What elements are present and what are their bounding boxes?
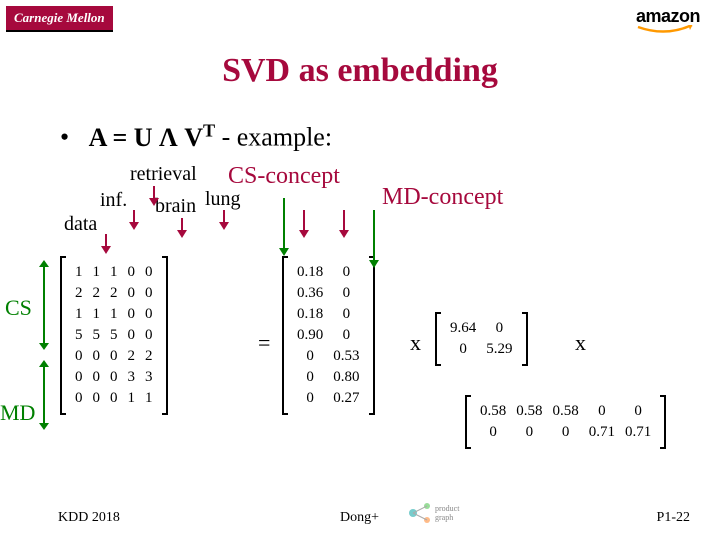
matrix-vt-table: 0.580.580.58000000.710.71 (475, 401, 656, 443)
label-inf: inf. (100, 189, 127, 212)
footer-authors: Dong+ (340, 510, 379, 526)
cmu-logo-text: Carnegie Mellon (14, 10, 105, 25)
eq-suffix: - example: (215, 123, 332, 152)
matrix-s-table: 9.64005.29 (445, 318, 518, 360)
matrix-s: 9.64005.29 (435, 312, 528, 366)
matrix-vt: 0.580.580.58000000.710.71 (465, 395, 666, 449)
footer-conf: KDD 2018 (58, 510, 120, 526)
op-equals: = (258, 330, 270, 356)
svg-text:product: product (435, 504, 460, 513)
eq-lambda: Λ (159, 123, 178, 152)
product-graph-icon: product graph (405, 498, 475, 528)
label-data: data (64, 213, 97, 236)
eq-sup: T (203, 120, 215, 140)
footer-page: P1-22 (657, 510, 690, 526)
op-times-1: x (410, 330, 421, 356)
label-brain: brain (155, 195, 196, 218)
matrix-a-table: 11100222001110055500000220003300011 (70, 262, 158, 409)
svg-text:graph: graph (435, 513, 453, 522)
matrix-a: 11100222001110055500000220003300011 (60, 256, 168, 415)
label-cs-concept: CS-concept (228, 163, 340, 190)
matrix-u: 0.1800.3600.1800.90000.5300.8000.27 (282, 256, 375, 415)
slide-title-text: SVD as embedding (222, 52, 498, 89)
eq-prefix: A = U (89, 123, 159, 152)
cmu-logo: Carnegie Mellon (6, 6, 113, 32)
label-retrieval: retrieval (130, 163, 197, 186)
label-md-concept: MD-concept (382, 184, 503, 211)
bullet-dot: • (60, 123, 69, 152)
label-cs-side: CS (5, 295, 32, 321)
equation-line: • A = U Λ VT - example: (60, 120, 332, 153)
matrix-u-table: 0.1800.3600.1800.90000.5300.8000.27 (292, 262, 365, 409)
label-md-side: MD (0, 400, 35, 426)
amazon-text: amazon (636, 6, 700, 27)
arrow-md-range-icon (40, 360, 48, 430)
eq-mid: V (178, 123, 203, 152)
label-lung: lung (205, 188, 241, 211)
amazon-logo: amazon (636, 6, 700, 35)
slide-title: SVD as embedding (0, 52, 720, 90)
product-graph-logo: product graph (405, 498, 475, 530)
op-times-2: x (575, 330, 586, 356)
arrow-cs-range-icon (40, 260, 48, 350)
